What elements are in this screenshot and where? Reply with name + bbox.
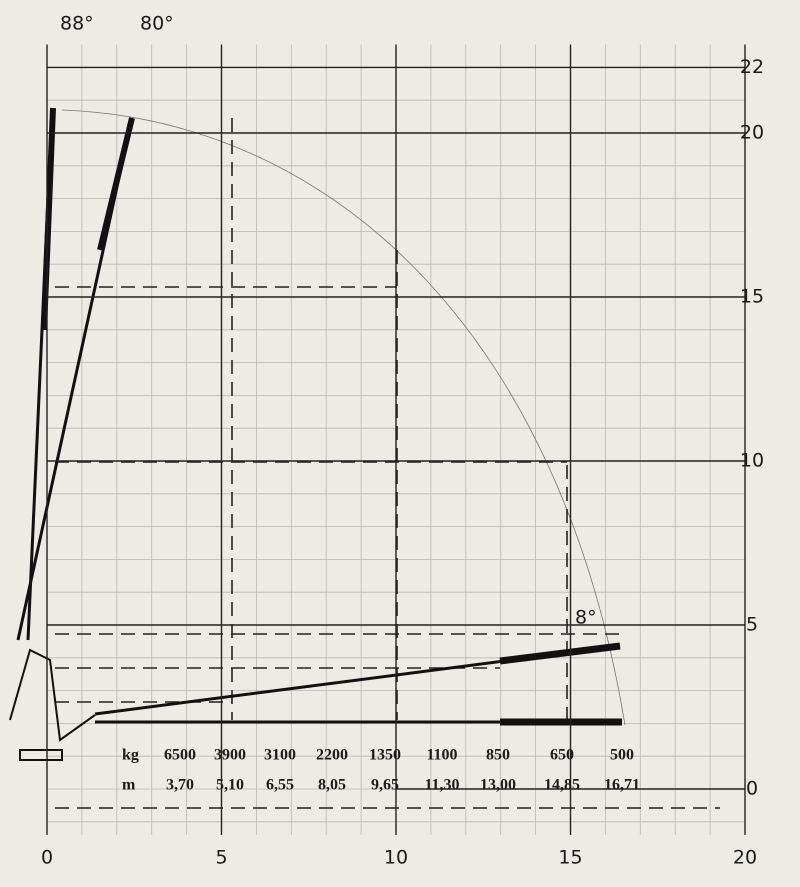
table-cell: 1350	[369, 747, 401, 764]
x-tick-label: 15	[558, 847, 582, 869]
x-tick-label: 5	[215, 847, 227, 869]
table-cell: 500	[610, 747, 634, 764]
unit-label: m	[122, 777, 136, 794]
table-cell: 5,10	[216, 777, 244, 794]
table-cell: 8,05	[318, 777, 346, 794]
table-cell: 3900	[214, 747, 246, 764]
angle-label: 8°	[575, 607, 597, 629]
booms	[9, 107, 622, 761]
table-cell: 850	[486, 747, 510, 764]
table-cell: 650	[550, 747, 574, 764]
table-cell: 6500	[164, 747, 196, 764]
table-cell: 3100	[264, 747, 296, 764]
y-tick-label: 20	[740, 122, 764, 144]
load-table: kg 6500 3900 3100 2200 1350 1100 850 650 500 m 3,70…	[122, 747, 640, 794]
table-cell: 2200	[316, 747, 348, 764]
dashed-guides	[55, 118, 720, 809]
x-tick-label: 10	[384, 847, 408, 869]
table-cell: 16,71	[604, 777, 640, 794]
table-cell: 14,85	[544, 777, 580, 794]
y-tick-label: 15	[740, 286, 764, 308]
table-cell: 3,70	[166, 777, 194, 794]
y-tick-label: 10	[740, 450, 764, 472]
x-tick-label: 20	[733, 847, 757, 869]
angle-label: 88°	[60, 13, 94, 35]
table-cell: 11,30	[424, 777, 459, 794]
axis-ticks: 0 5 10 15 20 0 5 10 15 20 22	[41, 44, 764, 869]
reach-arc	[61, 109, 626, 726]
y-tick-label: 22	[740, 56, 764, 78]
unit-label: kg	[122, 747, 139, 764]
table-cell: 1100	[426, 747, 457, 764]
table-cell: 13,00	[480, 777, 516, 794]
table-cell: 9,65	[371, 777, 399, 794]
x-tick-label: 0	[41, 847, 53, 869]
y-tick-label: 0	[746, 778, 758, 800]
table-cell: 6,55	[266, 777, 294, 794]
angle-label: 80°	[140, 13, 174, 35]
y-tick-label: 5	[746, 614, 758, 636]
